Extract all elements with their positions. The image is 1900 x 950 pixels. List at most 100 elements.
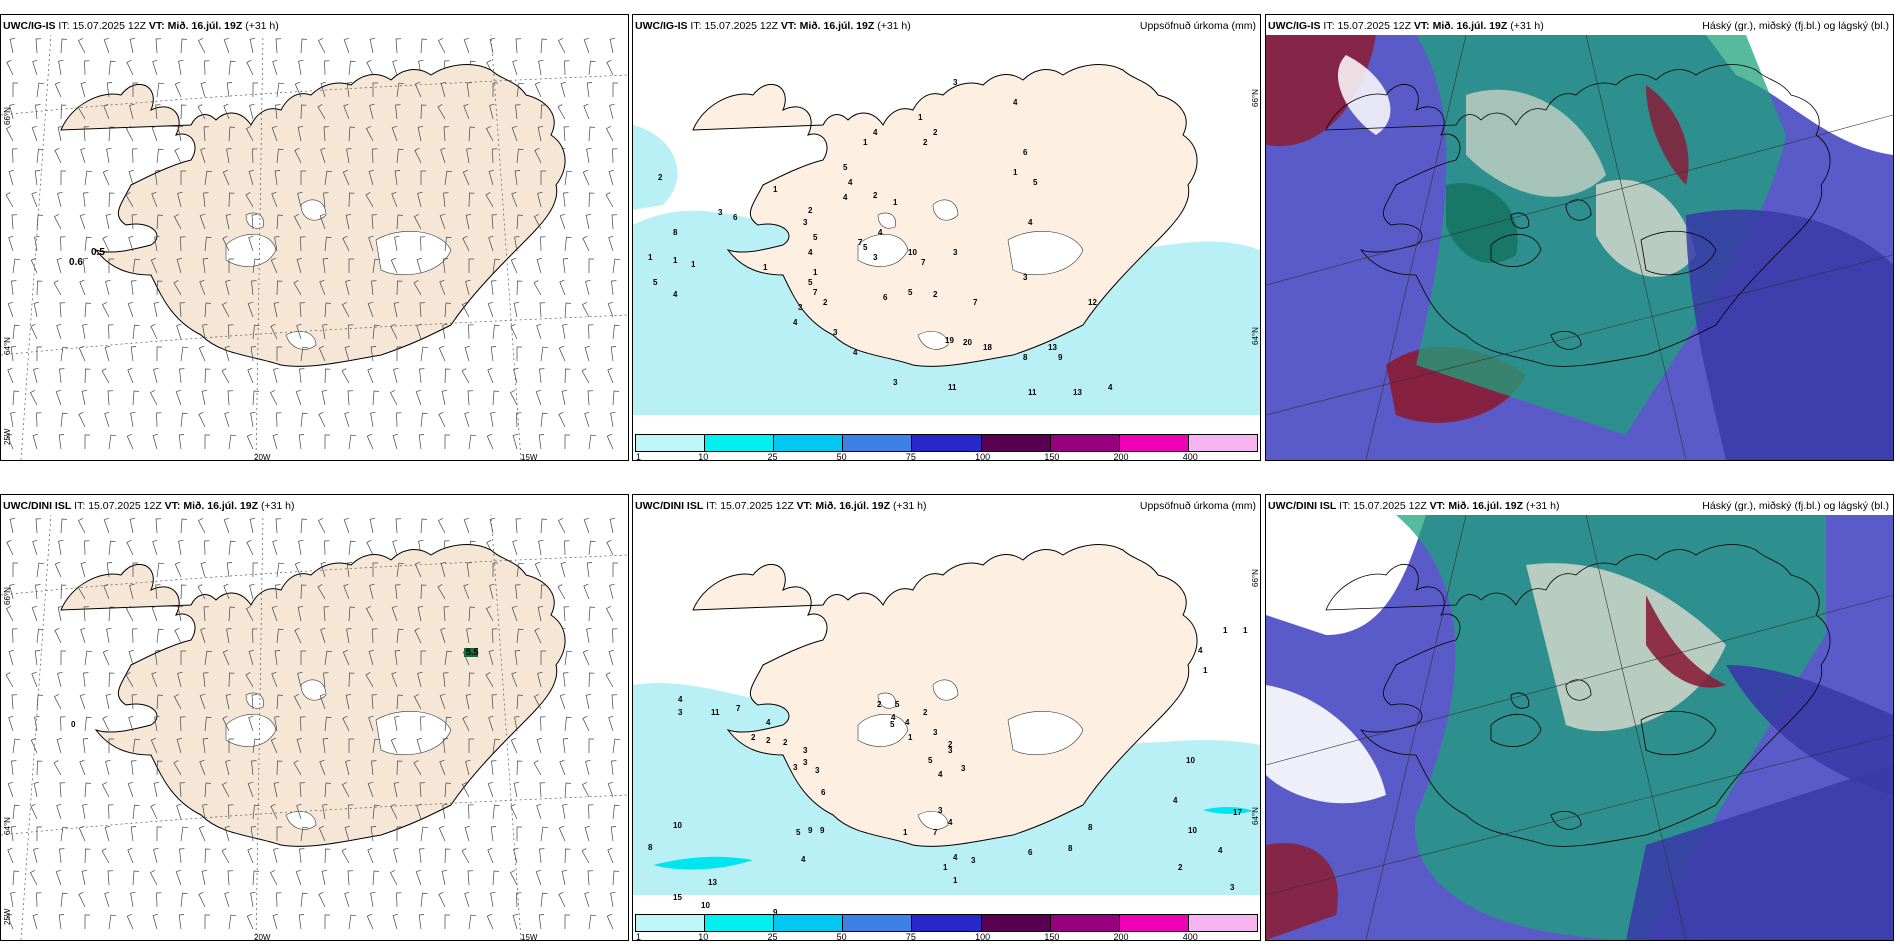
wind-barb [396, 562, 404, 578]
wind-barb [492, 870, 500, 886]
wind-barb [442, 738, 449, 754]
wind-barb [300, 650, 306, 665]
lon-label: 25W [3, 908, 12, 925]
wind-barb [318, 825, 326, 842]
wind-barb [394, 715, 400, 732]
wind-barb [417, 605, 424, 622]
wind-barb [152, 433, 158, 450]
precip-value-label: 8 [648, 843, 653, 852]
wind-barb [439, 759, 446, 776]
wind-barb [223, 583, 230, 600]
wind-barb [297, 191, 303, 208]
wind-barb [55, 869, 62, 886]
lat-label: 66°N [3, 587, 12, 605]
wind-barb [420, 38, 428, 54]
wind-barb [228, 126, 236, 142]
wind-barb [466, 627, 472, 644]
precip-value-label: 13 [1048, 343, 1057, 352]
wind-barb [322, 803, 328, 820]
wind-barb [491, 694, 498, 710]
graticule-line [490, 515, 522, 940]
wind-barb [564, 236, 572, 252]
wind-barb [126, 59, 134, 76]
wind-barb [512, 913, 518, 930]
wind-barb [539, 848, 545, 864]
precip-value-label: 1 [953, 876, 958, 885]
map-canvas[interactable] [1266, 515, 1893, 940]
map-canvas[interactable]: 0.5 0.6 [1, 35, 628, 460]
wind-barb [36, 760, 43, 776]
precip-value-label: 1 [1013, 168, 1018, 177]
wind-barb [468, 434, 476, 450]
wind-barb [60, 38, 68, 54]
wind-barb [396, 280, 403, 296]
wind-barb [346, 627, 352, 644]
wind-barb [150, 323, 158, 340]
wind-barb [583, 37, 590, 54]
wind-barb [33, 847, 39, 864]
precip-value-label: 2 [923, 138, 928, 147]
wind-barb [131, 214, 138, 230]
lon-label: 15W [521, 933, 538, 941]
precip-value-label: 3 [948, 746, 953, 755]
wind-barb [468, 258, 474, 273]
wind-barb [84, 236, 92, 252]
precip-value-label: 2 [877, 700, 882, 709]
wind-barb [32, 913, 38, 930]
wind-label: 0.5 [91, 247, 105, 258]
wind-barb [538, 59, 544, 76]
wind-barb [84, 170, 92, 186]
wind-barb [132, 148, 138, 164]
wind-barb [60, 104, 67, 120]
wind-barb [80, 147, 86, 164]
precip-value-label: 4 [766, 718, 771, 727]
map-canvas[interactable]: 5.5 0 [1, 515, 628, 940]
wind-barb [176, 737, 182, 754]
precip-value-label: 3 [798, 303, 803, 312]
wind-barb [438, 345, 446, 362]
wind-barb [132, 562, 138, 577]
wind-barb [53, 280, 62, 296]
precip-value-label: 11 [1028, 388, 1037, 397]
wind-barb [269, 869, 278, 886]
wind-barb [561, 869, 568, 886]
wind-barb [200, 627, 206, 644]
wind-barb [271, 125, 278, 142]
wind-barb [467, 870, 474, 886]
colorbar-swatch [774, 915, 844, 931]
precip-value-label: 5 [813, 233, 818, 242]
wind-barb [465, 759, 471, 776]
precip-value-label: 8 [1068, 844, 1073, 853]
wind-barb [228, 540, 236, 556]
wind-barb [5, 605, 14, 622]
wind-barb [156, 562, 164, 578]
wind-barb [584, 891, 590, 908]
wind-barb [204, 782, 212, 798]
precip-value-label: 10 [908, 248, 917, 257]
wind-barb [563, 126, 570, 142]
precip-value-label: 1 [863, 138, 868, 147]
panel-title: UWC/DINI ISL IT: 15.07.2025 12Z VT: Mið.… [1268, 500, 1560, 512]
panel-title: UWC/IG-IS IT: 15.07.2025 12Z VT: Mið. 16… [3, 20, 279, 32]
map-canvas[interactable] [1266, 35, 1893, 460]
wind-barb [106, 82, 113, 98]
wind-label: 0 [71, 720, 76, 729]
precip-value-label: 6 [821, 788, 826, 797]
wind-barb [414, 561, 422, 578]
wind-barb [605, 605, 614, 622]
map-canvas[interactable]: 4 3 11 7 4 2 2 2 3 3 3 3 6 2 5 4 4 1 2 3 2 5 3 5 4 3 8 10 5 9 9 4 3 4 7 4 3 1… [633, 515, 1260, 940]
wind-barb [608, 169, 614, 186]
wind-barb [129, 517, 136, 534]
wind-barb [128, 169, 134, 186]
wind-barb [199, 759, 206, 776]
wind-barb [130, 411, 136, 428]
wind-barb [540, 892, 548, 908]
map-canvas[interactable]: 2 8 1 1 1 5 4 1 3 6 3 4 5 7 5 4 3 10 7 3 1 2 4 2 1 5 4 1 4 2 2 1 3 4 1 6 5 4 7… [633, 35, 1260, 460]
wind-barb [562, 738, 569, 754]
wind-barb [101, 301, 110, 318]
wind-barb [55, 389, 62, 406]
precip-value-label: 4 [905, 718, 910, 727]
wind-barb [77, 37, 86, 54]
wind-barb [420, 892, 428, 908]
wind-barb [516, 280, 523, 296]
